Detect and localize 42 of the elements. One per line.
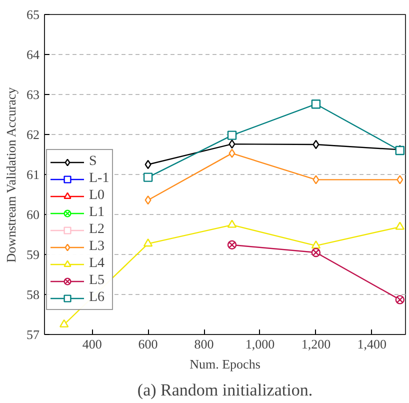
- point: [311, 240, 321, 249]
- point: [143, 172, 153, 182]
- point: [395, 222, 405, 230]
- point: [144, 196, 152, 205]
- point: [143, 238, 153, 247]
- text: (a) Random initialization.: [137, 380, 313, 400]
- legend-label: L6: [89, 289, 106, 306]
- y-tick-label: 62: [26, 127, 40, 142]
- x-axis-title: Num. Epochs: [190, 356, 260, 372]
- point: [312, 140, 320, 150]
- y-tick-label: 57: [26, 327, 40, 342]
- legend-label: S: [89, 153, 98, 170]
- legend-label: L3: [89, 238, 106, 255]
- x-tick-label: 400: [82, 336, 102, 352]
- x-tick-label: 1,000: [245, 336, 275, 352]
- x-tick-label: 1,400: [357, 336, 387, 352]
- legend-label: L4: [89, 255, 106, 272]
- y-tick-label: 61: [26, 167, 40, 182]
- x-tick-label: 1,200: [301, 336, 331, 352]
- legend-label: L5: [89, 272, 106, 289]
- y-tick-label: 63: [26, 87, 40, 102]
- y-tick-label: 59: [26, 247, 40, 262]
- point: [396, 175, 404, 184]
- point: [59, 319, 69, 328]
- legend-label: L2: [89, 221, 106, 238]
- y-axis-title: Downstream Validation Accuracy: [4, 86, 18, 263]
- y-tick-label: 64: [26, 47, 40, 62]
- point: [312, 175, 320, 184]
- point: [311, 100, 321, 109]
- point: [227, 130, 237, 140]
- point: [144, 160, 152, 170]
- x-tick-label: 600: [138, 336, 158, 352]
- point: [228, 140, 236, 149]
- y-tick-label: 60: [26, 207, 40, 222]
- x-tick-label: 800: [194, 336, 214, 352]
- point: [228, 148, 236, 158]
- legend-label: L-1: [89, 170, 110, 187]
- y-tick-label: 58: [26, 287, 40, 302]
- legend-label: L0: [89, 187, 106, 204]
- legend-label: L1: [89, 204, 106, 221]
- point: [227, 220, 237, 228]
- y-tick-label: 65: [26, 7, 40, 22]
